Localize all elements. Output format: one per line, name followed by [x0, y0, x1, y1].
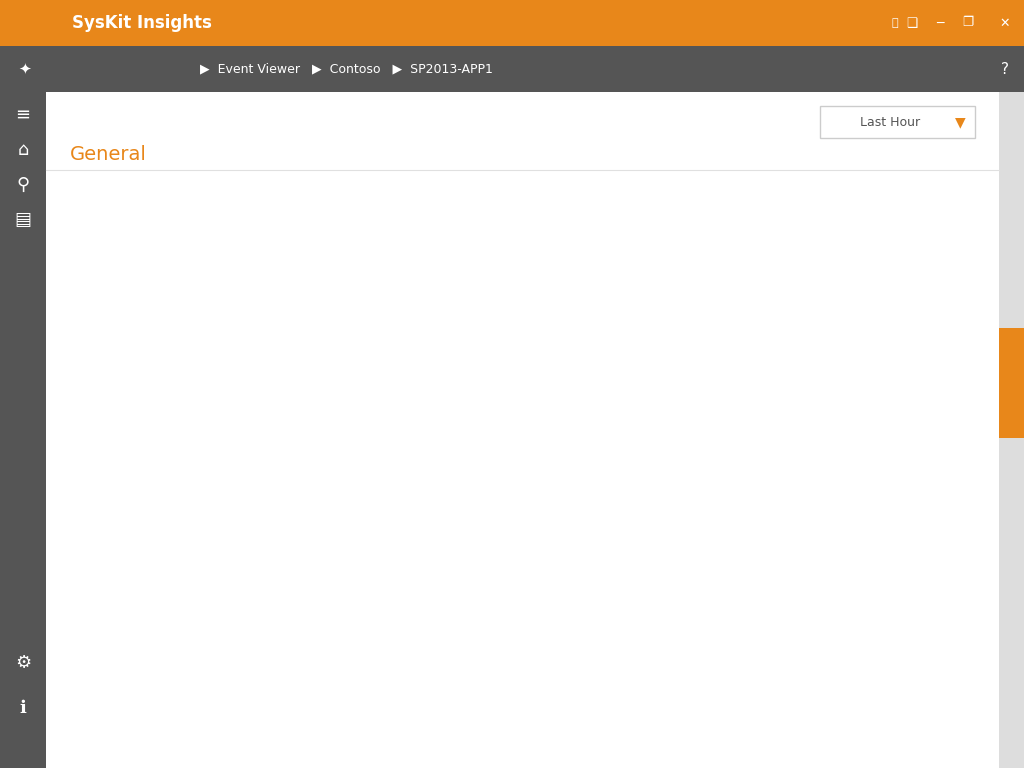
- Title: Network Usage (Kbps): Network Usage (Kbps): [212, 446, 367, 460]
- Text: ✕: ✕: [999, 16, 1011, 29]
- Text: ?: ?: [1001, 61, 1009, 77]
- Text: ⌂: ⌂: [17, 141, 29, 159]
- Title: % Processor Time: % Processor Time: [228, 139, 350, 153]
- Text: ✦: ✦: [18, 61, 32, 77]
- Bar: [0, 0, 1024, 46]
- Text: ▤: ▤: [14, 211, 32, 229]
- Bar: [0, 46, 1024, 92]
- Text: SysKit Insights: SysKit Insights: [72, 14, 212, 32]
- Bar: [820, 106, 975, 138]
- Bar: [999, 92, 1024, 768]
- Bar: [999, 328, 1024, 438]
- Text: Last Hour: Last Hour: [860, 115, 921, 128]
- Text: ℹ: ℹ: [19, 699, 27, 717]
- Text: 💬: 💬: [892, 18, 898, 28]
- Text: ⚲: ⚲: [16, 176, 30, 194]
- Text: ❑: ❑: [906, 16, 918, 29]
- Title: Disk I/O (bytes/sec): Disk I/O (bytes/sec): [706, 446, 841, 460]
- Title: RAM (GB): RAM (GB): [740, 139, 806, 153]
- Text: ▶  Event Viewer   ▶  Contoso   ▶  SP2013-APP1: ▶ Event Viewer ▶ Contoso ▶ SP2013-APP1: [200, 62, 493, 75]
- Text: ❐: ❐: [963, 16, 974, 29]
- Bar: [0, 92, 46, 768]
- Text: ─: ─: [936, 16, 944, 29]
- Text: General: General: [70, 145, 146, 164]
- Text: ▼: ▼: [954, 115, 966, 129]
- Text: ≡: ≡: [15, 106, 31, 124]
- Text: ⚙: ⚙: [15, 654, 31, 672]
- Bar: [46, 92, 999, 768]
